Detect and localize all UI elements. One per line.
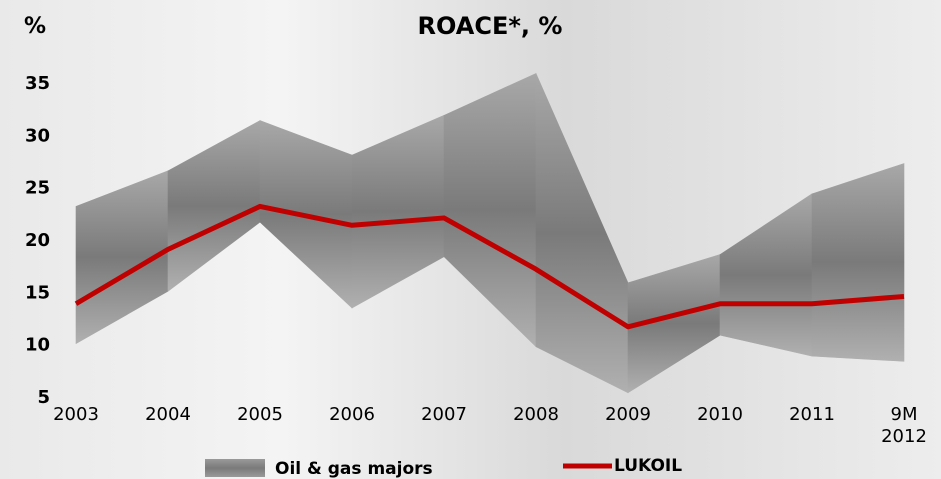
x-tick-label: 2004 xyxy=(128,404,208,426)
chart-title: ROACE*, % xyxy=(418,12,563,40)
x-tick-label: 2006 xyxy=(312,404,392,426)
x-tick-label: 2008 xyxy=(496,404,576,426)
x-tick-label: 2007 xyxy=(404,404,484,426)
y-tick-label: 25 xyxy=(25,178,50,199)
y-tick-label: 15 xyxy=(25,282,50,303)
range-band xyxy=(536,73,628,392)
x-tick-label: 2003 xyxy=(36,404,116,426)
range-band xyxy=(812,164,904,362)
legend-label: LUKOIL xyxy=(614,456,682,476)
y-axis-label: % xyxy=(24,14,46,39)
range-band xyxy=(720,194,812,356)
range-band xyxy=(444,73,536,346)
y-tick-label: 20 xyxy=(25,230,50,251)
y-tick-label: 10 xyxy=(25,335,50,356)
range-band xyxy=(352,115,444,308)
x-tick-label: 2005 xyxy=(220,404,300,426)
x-tick-label: 9M 2012 xyxy=(864,404,941,448)
y-tick-label: 35 xyxy=(25,73,50,94)
x-tick-label: 2009 xyxy=(588,404,668,426)
y-tick-label: 30 xyxy=(25,125,50,146)
x-tick-label: 2011 xyxy=(772,404,852,426)
x-tick-label: 2010 xyxy=(680,404,760,426)
legend-label: Oil & gas majors xyxy=(275,459,433,479)
legend-swatch xyxy=(205,459,265,477)
range-band xyxy=(168,121,260,292)
page: % ROACE*, % Oil & gas majors LUKOIL 5101… xyxy=(0,0,941,479)
